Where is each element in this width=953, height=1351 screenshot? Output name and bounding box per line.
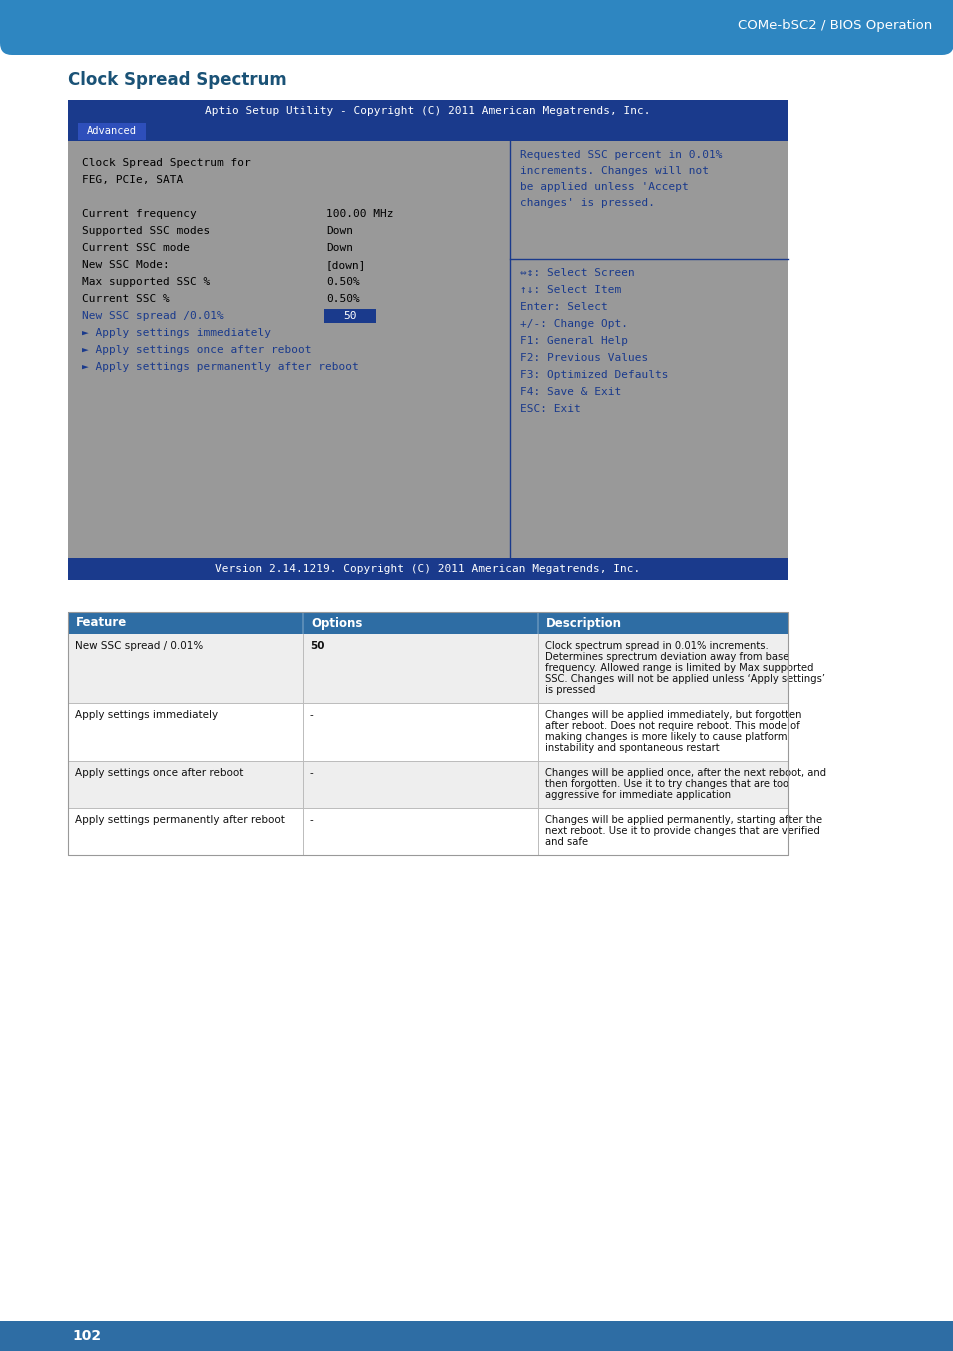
Text: Down: Down xyxy=(326,243,353,253)
Text: ► Apply settings once after reboot: ► Apply settings once after reboot xyxy=(82,345,312,355)
Text: 0.50%: 0.50% xyxy=(326,295,359,304)
Text: FEG, PCIe, SATA: FEG, PCIe, SATA xyxy=(82,176,183,185)
Text: F3: Optimized Defaults: F3: Optimized Defaults xyxy=(519,370,668,380)
Text: Current SSC %: Current SSC % xyxy=(82,295,170,304)
Text: [down]: [down] xyxy=(326,259,366,270)
Text: instability and spontaneous restart: instability and spontaneous restart xyxy=(544,743,719,753)
Text: ► Apply settings immediately: ► Apply settings immediately xyxy=(82,328,271,338)
Text: SSC. Changes will not be applied unless ‘Apply settings’: SSC. Changes will not be applied unless … xyxy=(544,674,824,684)
Text: Down: Down xyxy=(326,226,353,236)
Bar xyxy=(68,761,787,808)
Text: Requested SSC percent in 0.01%: Requested SSC percent in 0.01% xyxy=(519,150,721,159)
Text: ⇔↕: Select Screen: ⇔↕: Select Screen xyxy=(519,267,634,278)
Text: Options: Options xyxy=(311,616,362,630)
Text: +/-: Change Opt.: +/-: Change Opt. xyxy=(519,319,627,330)
Text: next reboot. Use it to provide changes that are verified: next reboot. Use it to provide changes t… xyxy=(544,825,819,836)
Text: be applied unless 'Accept: be applied unless 'Accept xyxy=(519,182,688,192)
Text: Clock spectrum spread in 0.01% increments.: Clock spectrum spread in 0.01% increment… xyxy=(544,640,768,651)
Text: Apply settings once after reboot: Apply settings once after reboot xyxy=(75,767,243,778)
Bar xyxy=(510,141,787,558)
Text: frequency. Allowed range is limited by Max supported: frequency. Allowed range is limited by M… xyxy=(544,663,813,673)
Text: and safe: and safe xyxy=(544,838,587,847)
Text: Apply settings permanently after reboot: Apply settings permanently after reboot xyxy=(75,815,285,825)
Bar xyxy=(0,0,953,43)
Bar xyxy=(68,100,787,122)
Bar xyxy=(68,558,787,580)
Text: Aptio Setup Utility - Copyright (C) 2011 American Megatrends, Inc.: Aptio Setup Utility - Copyright (C) 2011… xyxy=(205,105,650,116)
Bar xyxy=(68,634,787,703)
Text: Enter: Select: Enter: Select xyxy=(519,303,607,312)
Text: Changes will be applied once, after the next reboot, and: Changes will be applied once, after the … xyxy=(544,767,825,778)
Bar xyxy=(68,612,787,634)
Text: Changes will be applied immediately, but forgotten: Changes will be applied immediately, but… xyxy=(544,711,801,720)
Text: Clock Spread Spectrum for: Clock Spread Spectrum for xyxy=(82,158,251,168)
Bar xyxy=(68,703,787,761)
Text: Description: Description xyxy=(545,616,621,630)
Text: is pressed: is pressed xyxy=(544,685,595,694)
Text: Current frequency: Current frequency xyxy=(82,209,196,219)
Bar xyxy=(68,612,787,855)
Text: ↑↓: Select Item: ↑↓: Select Item xyxy=(519,285,620,295)
Text: New SSC spread /0.01%: New SSC spread /0.01% xyxy=(82,311,224,322)
Text: -: - xyxy=(310,711,314,720)
Text: COMe-bSC2 / BIOS Operation: COMe-bSC2 / BIOS Operation xyxy=(737,19,931,32)
Bar xyxy=(68,141,510,558)
Text: aggressive for immediate application: aggressive for immediate application xyxy=(544,790,730,800)
Bar xyxy=(324,309,375,323)
Text: New SSC spread / 0.01%: New SSC spread / 0.01% xyxy=(75,640,203,651)
Text: Supported SSC modes: Supported SSC modes xyxy=(82,226,210,236)
Text: ESC: Exit: ESC: Exit xyxy=(519,404,580,413)
Text: 50: 50 xyxy=(310,640,324,651)
Text: ► Apply settings permanently after reboot: ► Apply settings permanently after reboo… xyxy=(82,362,358,372)
Text: Advanced: Advanced xyxy=(87,127,137,136)
Text: Max supported SSC %: Max supported SSC % xyxy=(82,277,210,286)
Bar xyxy=(0,1321,953,1351)
Text: Determines sprectrum deviation away from base: Determines sprectrum deviation away from… xyxy=(544,653,788,662)
FancyBboxPatch shape xyxy=(0,0,953,55)
Text: F1: General Help: F1: General Help xyxy=(519,336,627,346)
Text: 102: 102 xyxy=(71,1329,101,1343)
Text: Apply settings immediately: Apply settings immediately xyxy=(75,711,218,720)
Text: -: - xyxy=(310,815,314,825)
Text: Version 2.14.1219. Copyright (C) 2011 American Megatrends, Inc.: Version 2.14.1219. Copyright (C) 2011 Am… xyxy=(215,563,640,574)
Text: then forgotten. Use it to try changes that are too: then forgotten. Use it to try changes th… xyxy=(544,780,788,789)
Text: Current SSC mode: Current SSC mode xyxy=(82,243,190,253)
Text: 0.50%: 0.50% xyxy=(326,277,359,286)
Text: after reboot. Does not require reboot. This mode of: after reboot. Does not require reboot. T… xyxy=(544,721,799,731)
Text: increments. Changes will not: increments. Changes will not xyxy=(519,166,708,176)
Bar xyxy=(68,100,787,580)
Text: making changes is more likely to cause platform: making changes is more likely to cause p… xyxy=(544,732,786,742)
Text: changes' is pressed.: changes' is pressed. xyxy=(519,199,655,208)
Text: Changes will be applied permanently, starting after the: Changes will be applied permanently, sta… xyxy=(544,815,821,825)
Text: F4: Save & Exit: F4: Save & Exit xyxy=(519,386,620,397)
Text: 50: 50 xyxy=(343,311,356,322)
Bar xyxy=(68,122,787,141)
Text: Clock Spread Spectrum: Clock Spread Spectrum xyxy=(68,72,287,89)
Text: -: - xyxy=(310,767,314,778)
Bar xyxy=(78,123,146,141)
Text: Feature: Feature xyxy=(76,616,127,630)
Text: New SSC Mode:: New SSC Mode: xyxy=(82,259,170,270)
Text: F2: Previous Values: F2: Previous Values xyxy=(519,353,648,363)
Bar xyxy=(68,808,787,855)
Text: 100.00 MHz: 100.00 MHz xyxy=(326,209,393,219)
